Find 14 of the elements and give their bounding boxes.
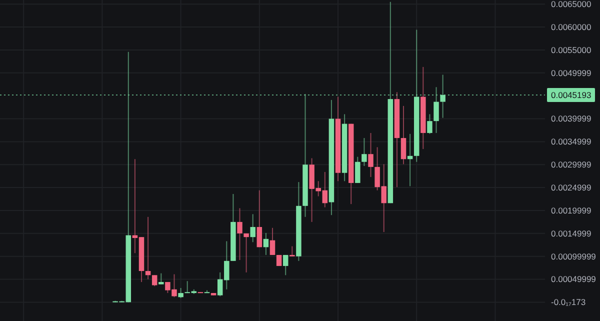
- y-tick-label: 0.00099999: [551, 251, 596, 262]
- y-tick-label: 0.0065000: [551, 0, 592, 10]
- y-tick-label: 0.0049999: [551, 68, 592, 78]
- y-tick-label: 0.0024999: [551, 182, 592, 193]
- y-tick-label: 0.0014999: [551, 228, 592, 238]
- y-tick-label: 0.0034999: [551, 136, 592, 147]
- y-tick-label: 0.0019999: [551, 205, 592, 216]
- ref-line-label: 0.0045193: [551, 90, 592, 100]
- y-tick-label: 0.0055000: [551, 44, 592, 55]
- y-tick-label: 0.0029999: [551, 160, 592, 170]
- y-tick-label: 0.0060000: [551, 22, 592, 32]
- y-tick-label: 0.00049999: [551, 274, 596, 284]
- y-tick-label: -0.0₁₇173: [551, 297, 586, 308]
- y-tick-label: 0.0039999: [551, 114, 592, 124]
